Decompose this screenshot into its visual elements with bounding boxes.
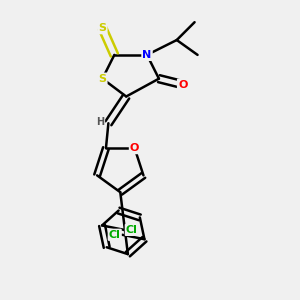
Text: H: H bbox=[96, 117, 104, 127]
Text: Cl: Cl bbox=[126, 225, 138, 235]
Text: Cl: Cl bbox=[109, 230, 121, 240]
Text: N: N bbox=[142, 50, 152, 60]
Text: O: O bbox=[178, 80, 188, 90]
Text: S: S bbox=[98, 23, 106, 33]
Text: S: S bbox=[98, 74, 106, 84]
Text: O: O bbox=[130, 143, 139, 153]
